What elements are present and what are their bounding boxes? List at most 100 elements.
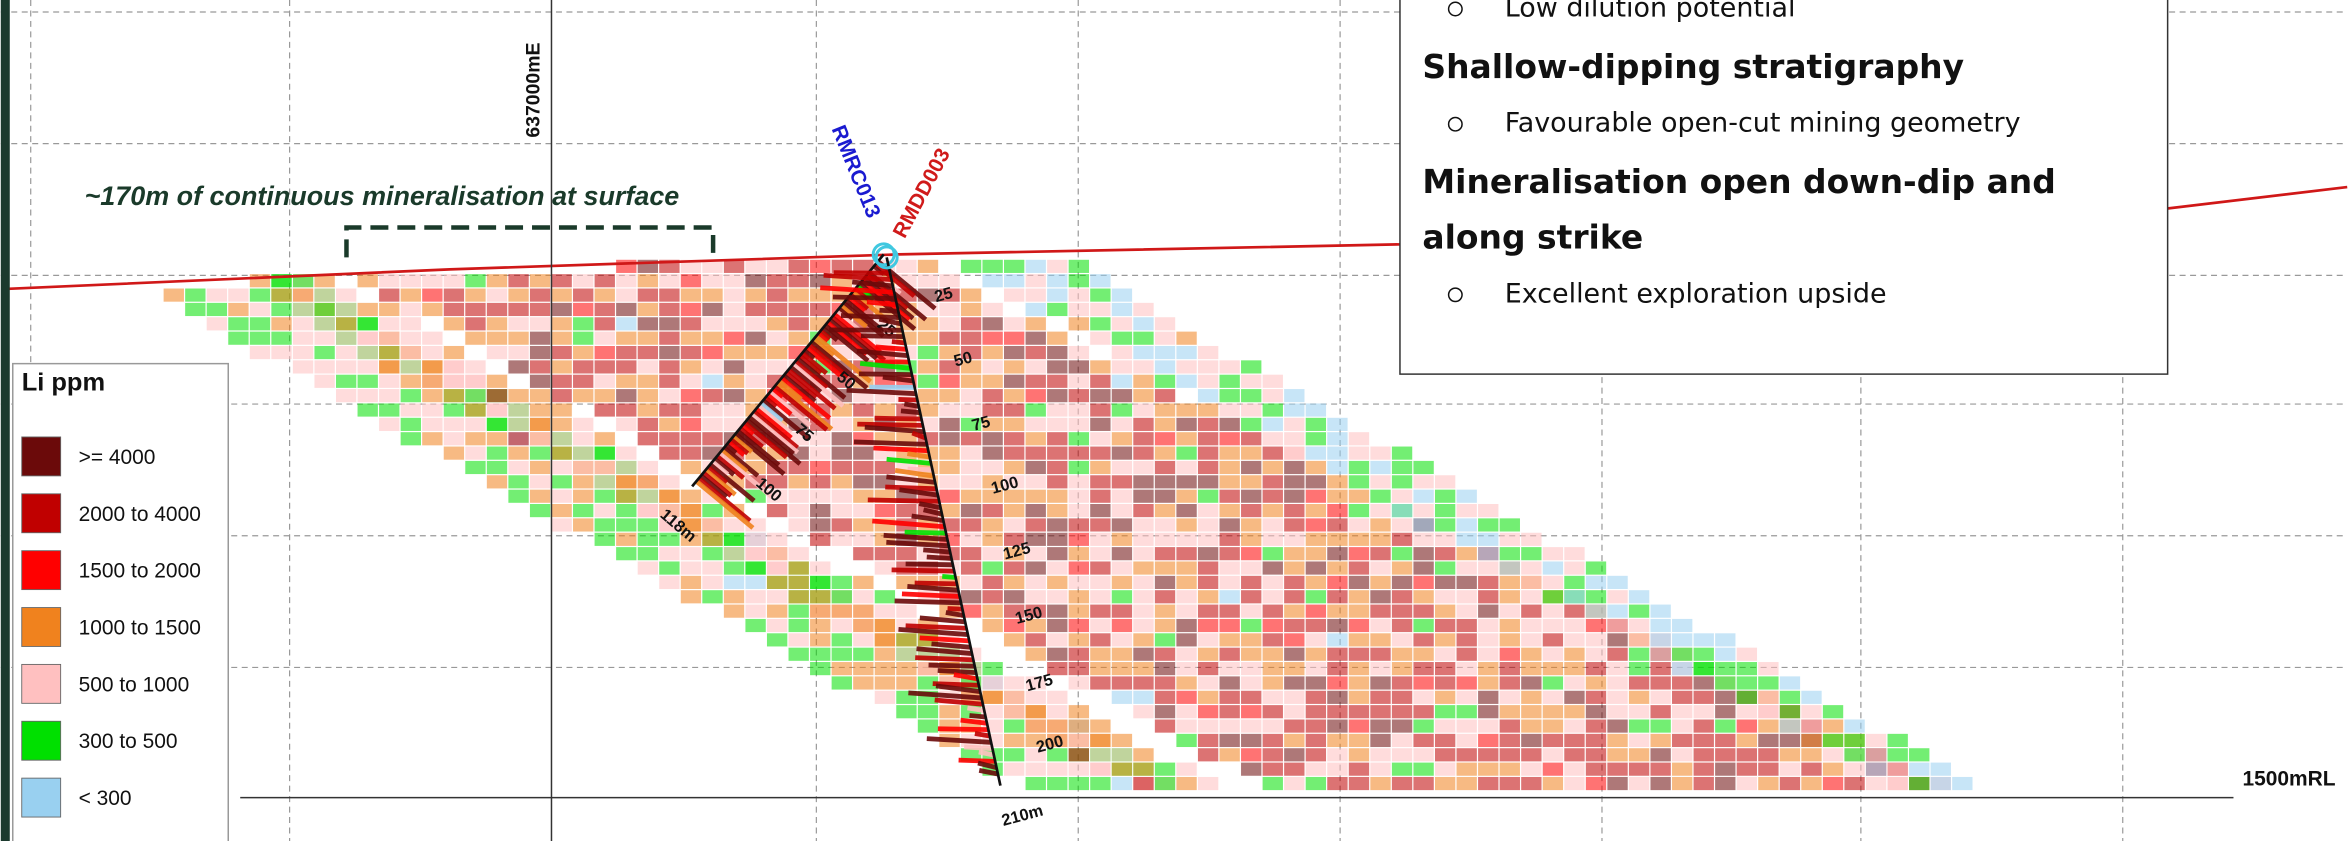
block-cell xyxy=(1715,719,1736,733)
block-cell xyxy=(1068,590,1090,604)
block-cell xyxy=(1154,532,1176,546)
block-cell xyxy=(1241,618,1262,633)
block-cell xyxy=(1521,604,1542,618)
block-cell xyxy=(982,360,1003,374)
block-cell xyxy=(853,403,874,417)
block-cell xyxy=(1154,618,1176,633)
block-cell xyxy=(766,590,788,604)
block-cell xyxy=(1219,719,1240,733)
block-cell xyxy=(1844,776,1865,791)
block-cell xyxy=(788,575,809,589)
block-cell xyxy=(659,561,680,575)
block-cell xyxy=(874,604,896,618)
assay-bar xyxy=(743,420,788,460)
block-cell xyxy=(982,489,1003,503)
block-cell xyxy=(616,460,637,475)
block-cell xyxy=(551,460,572,475)
block-cell xyxy=(573,331,594,345)
block-cell xyxy=(1068,446,1090,460)
block-cell xyxy=(1262,518,1283,532)
text-box xyxy=(1399,0,2169,375)
block-cell xyxy=(1047,432,1068,446)
block-cell xyxy=(637,389,659,403)
block-cell xyxy=(1111,345,1133,360)
block-cell xyxy=(766,345,788,360)
block-cell xyxy=(1284,460,1305,475)
block-cell xyxy=(1650,733,1671,748)
block-cell xyxy=(939,446,960,460)
block-cell xyxy=(443,389,465,403)
block-cell xyxy=(1068,647,1090,661)
block-cell xyxy=(939,317,960,331)
block-cell xyxy=(271,345,292,360)
block-cell xyxy=(357,331,378,345)
block-cell xyxy=(1004,403,1025,417)
block-cell xyxy=(1219,417,1240,431)
block-cell xyxy=(1004,748,1025,762)
block-cell xyxy=(1133,618,1154,633)
block-cell xyxy=(810,618,831,633)
block-cell xyxy=(1542,762,1564,776)
block-cell xyxy=(810,460,831,475)
block-cell xyxy=(1047,733,1068,748)
block-cell xyxy=(1327,475,1348,489)
block-cell xyxy=(1047,662,1068,676)
block-cell xyxy=(1133,518,1154,532)
block-cell xyxy=(960,403,982,417)
block-cell xyxy=(529,360,551,374)
block-cell xyxy=(1909,776,1930,791)
block-cell xyxy=(1736,719,1758,733)
block-cell xyxy=(1197,360,1219,374)
block-cell xyxy=(1801,719,1822,733)
assay-bar xyxy=(891,567,955,574)
block-cell xyxy=(659,547,680,561)
block-cell xyxy=(788,633,809,647)
assay-bar xyxy=(926,736,992,745)
block-cell xyxy=(1672,748,1693,762)
block-cell xyxy=(1413,618,1434,633)
block-cell xyxy=(1111,633,1133,647)
block-cell xyxy=(1434,748,1456,762)
block-cell xyxy=(594,302,615,317)
block-cell xyxy=(1262,690,1283,704)
block-cell xyxy=(1133,762,1154,776)
legend-label: < 300 xyxy=(79,787,132,810)
block-cell xyxy=(1542,647,1564,661)
block-cell xyxy=(1650,690,1671,704)
block-cell xyxy=(1585,705,1607,719)
block-cell xyxy=(1025,259,1046,273)
block-cell xyxy=(1047,274,1068,288)
block-cell xyxy=(1241,705,1262,719)
block-cell xyxy=(1111,317,1133,331)
block-cell xyxy=(1370,604,1391,618)
block-cell xyxy=(1068,733,1090,748)
block-cell xyxy=(1197,705,1219,719)
block-cell xyxy=(1176,590,1197,604)
block-cell xyxy=(766,489,788,503)
block-cell xyxy=(1391,733,1413,748)
block-cell xyxy=(702,360,723,374)
assay-bar xyxy=(891,339,906,346)
block-cell xyxy=(637,489,659,503)
block-cell xyxy=(508,475,529,489)
block-cell xyxy=(1025,288,1046,302)
block-cell xyxy=(1176,705,1197,719)
block-cell xyxy=(1499,561,1520,575)
block-cell xyxy=(1478,733,1499,748)
block-cell xyxy=(1413,547,1434,561)
block-cell xyxy=(1197,460,1219,475)
block-cell xyxy=(1090,274,1111,288)
block-cell xyxy=(1176,719,1197,733)
block-cell xyxy=(702,288,723,302)
block-cell xyxy=(551,288,572,302)
block-cell xyxy=(1693,647,1714,661)
block-cell xyxy=(723,389,745,403)
block-cell xyxy=(616,403,637,417)
block-cell xyxy=(508,446,529,460)
block-cell xyxy=(1284,561,1305,575)
block-cell xyxy=(1068,762,1090,776)
block-cell xyxy=(1154,647,1176,661)
block-cell xyxy=(1047,647,1068,661)
block-cell xyxy=(960,590,982,604)
block-cell xyxy=(745,345,766,360)
